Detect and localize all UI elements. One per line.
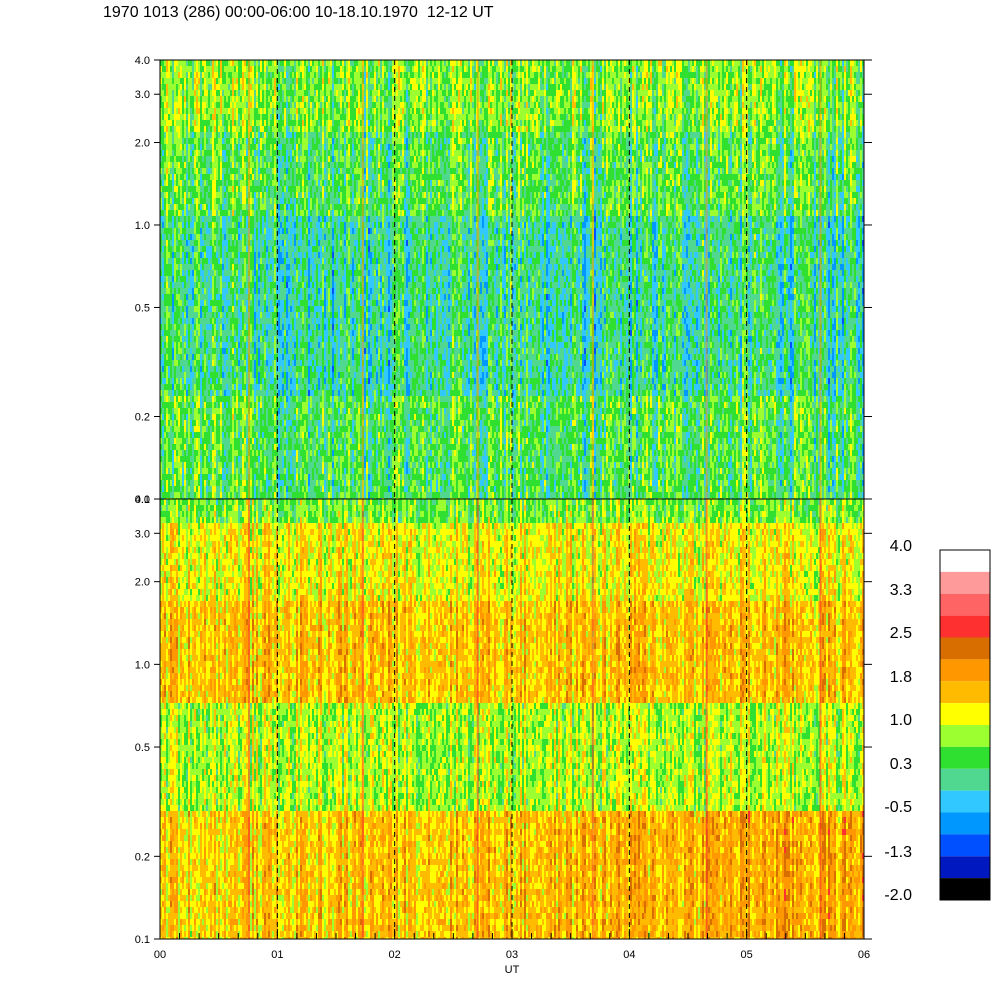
- colorbar-label: -1.3: [884, 844, 912, 861]
- colorbar-swatch: [940, 681, 990, 704]
- colorbar-label: 1.0: [890, 712, 912, 729]
- y-tick-label: 1.0: [135, 659, 150, 671]
- x-tick-label: 06: [858, 949, 870, 961]
- colorbar-label: 1.8: [890, 669, 912, 686]
- colorbar-label: -0.5: [884, 799, 912, 816]
- y-tick-label: 1.0: [135, 220, 150, 232]
- colorbar-label: 4.0: [890, 538, 912, 555]
- y-tick-label: 0.1: [135, 934, 150, 946]
- plot-title: 1970 1013 (286) 00:00-06:00 10-18.10.197…: [103, 4, 494, 22]
- lower-spectrogram: [160, 499, 864, 939]
- colorbar-swatch: [940, 812, 990, 835]
- colorbar-frame: [939, 549, 991, 901]
- y-tick-label: 0.2: [135, 851, 150, 863]
- colorbar-swatch: [940, 834, 990, 857]
- y-tick-label: 0.5: [135, 302, 150, 314]
- x-tick-label: 00: [154, 949, 166, 961]
- y-tick-label: 0.2: [135, 412, 150, 424]
- colorbar-swatch: [940, 550, 990, 572]
- x-tick-label: 05: [741, 949, 753, 961]
- colorbar-label: 3.3: [890, 582, 912, 599]
- colorbar-swatch: [940, 856, 990, 879]
- x-axis-label: UT: [505, 964, 520, 976]
- colorbar-label: -2.0: [884, 887, 912, 904]
- y-tick-label: 4.0: [135, 55, 150, 67]
- colorbar-swatch: [940, 790, 990, 813]
- y-tick-label: 0.5: [135, 742, 150, 754]
- y-tick-label: 3.0: [135, 89, 150, 101]
- y-tick-label: 2.0: [135, 577, 150, 589]
- colorbar-label: 2.5: [890, 625, 912, 642]
- colorbar-swatch: [940, 768, 990, 791]
- colorbar-swatch: [940, 615, 990, 638]
- y-tick-label: 3.0: [135, 528, 150, 540]
- colorbar-swatch: [940, 659, 990, 682]
- colorbar-swatch: [940, 878, 990, 900]
- y-tick-label: 2.0: [135, 137, 150, 149]
- colorbar-swatch: [940, 571, 990, 594]
- y-tick-label: 0.1: [135, 494, 150, 506]
- colorbar-swatch: [940, 703, 990, 725]
- x-tick-label: 03: [506, 949, 518, 961]
- colorbar-swatch: [940, 725, 990, 747]
- colorbar-swatch: [940, 746, 990, 769]
- y-tick-label: 4.0: [135, 494, 150, 506]
- x-tick-label: 02: [389, 949, 401, 961]
- colorbar-swatch: [940, 593, 990, 616]
- x-tick-label: 04: [623, 949, 635, 961]
- colorbar-label: 0.3: [890, 756, 912, 773]
- upper-spectrogram: [160, 60, 864, 499]
- colorbar-swatch: [940, 637, 990, 660]
- x-tick-label: 01: [271, 949, 283, 961]
